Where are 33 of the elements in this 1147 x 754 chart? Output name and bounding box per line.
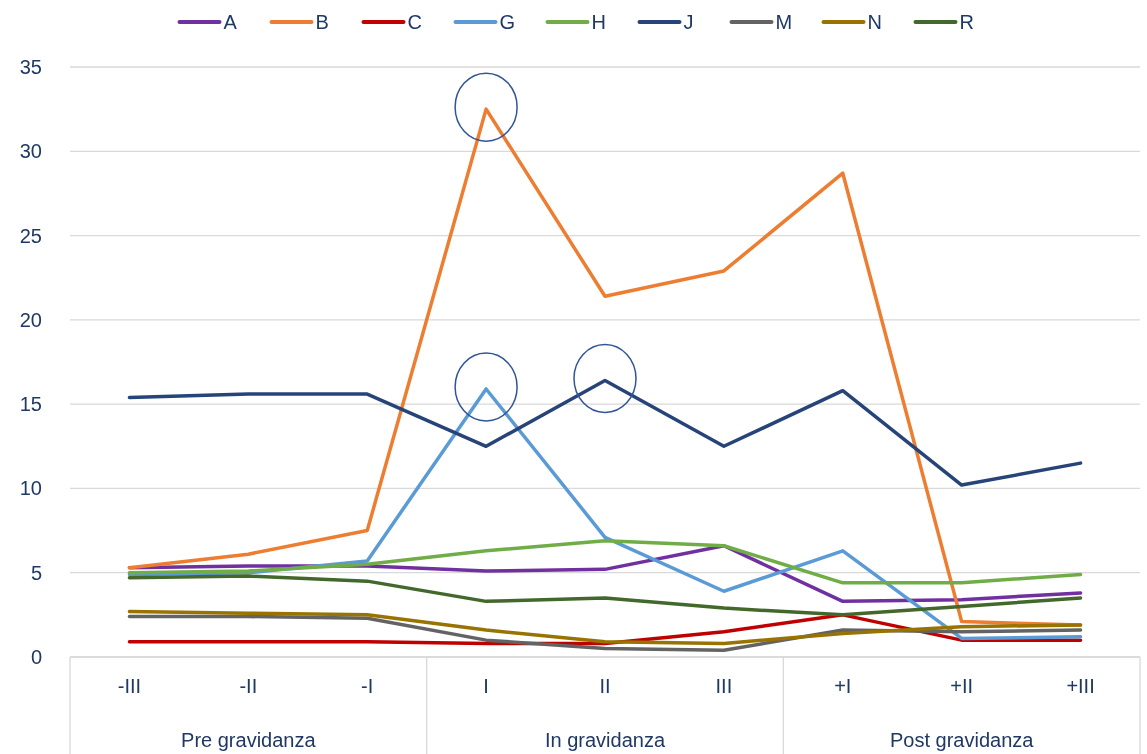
x-tick-label: II [599, 675, 611, 697]
legend-label: J [683, 11, 694, 33]
y-tick-label: 0 [30, 646, 42, 668]
x-tick-label: -III [117, 675, 142, 697]
legend-label: G [499, 11, 516, 33]
y-tick-label: 15 [19, 393, 42, 416]
text: Post gravidanza [889, 729, 1035, 751]
legend-label: B [315, 11, 329, 33]
line-series [127, 538, 1083, 585]
y-tick-label: 25 [19, 224, 42, 247]
y-tick-label: 35 [19, 56, 42, 78]
line-series [127, 378, 1083, 487]
x-tick-label: +III [1066, 675, 1095, 697]
x-tick-label: -II [239, 675, 258, 697]
y-tick-label: 5 [30, 561, 42, 584]
legend-label: C [407, 11, 422, 33]
line-series [127, 614, 1083, 653]
y-tick-label: 30 [19, 140, 42, 163]
text: Pre gravidanza [181, 729, 317, 751]
line-series [127, 574, 1083, 617]
y-tick-label: 10 [19, 477, 42, 500]
x-tick-label: III [715, 675, 733, 697]
x-tick-label: +I [834, 675, 852, 697]
text: In gravidanza [544, 729, 666, 751]
x-tick-label: I [483, 675, 489, 697]
x-tick-label: -I [361, 675, 374, 697]
legend-label: A [223, 11, 238, 33]
legend-label: M [775, 11, 793, 33]
x-tick-label: +II [950, 675, 974, 697]
legend-label: H [591, 11, 606, 33]
y-tick-label: 20 [19, 308, 42, 331]
legend-label: R [959, 11, 974, 33]
legend-label: N [867, 11, 882, 33]
